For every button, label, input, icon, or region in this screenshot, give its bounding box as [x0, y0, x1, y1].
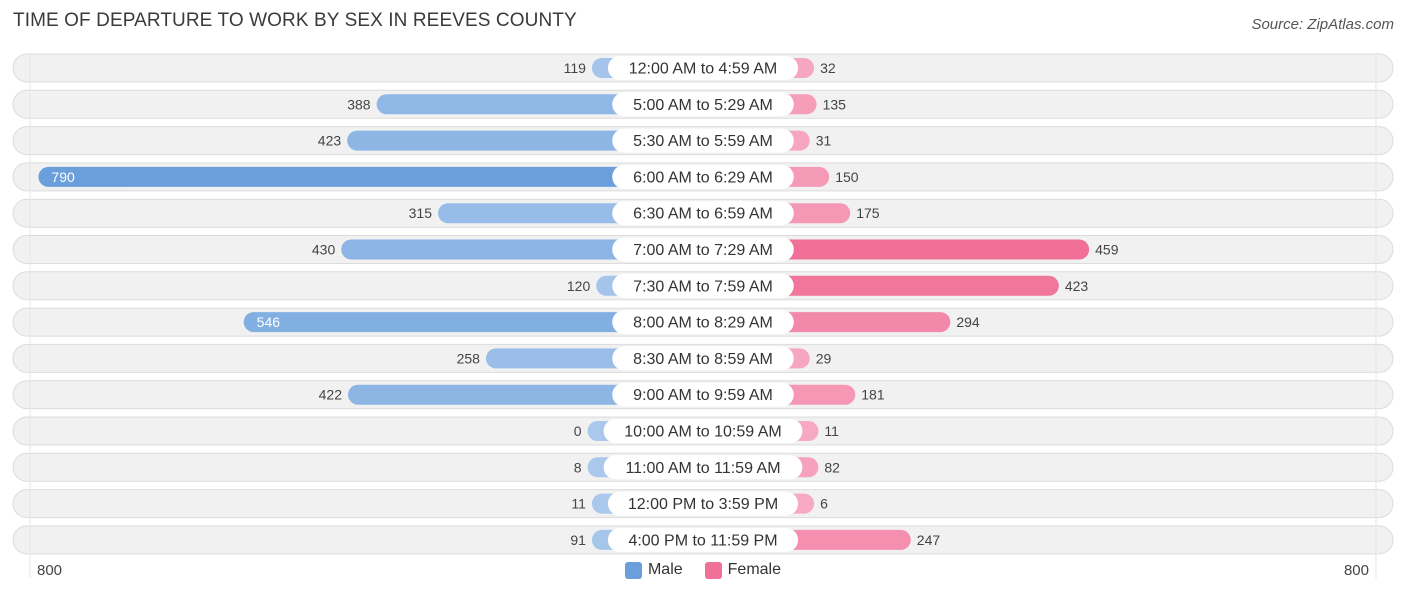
male-bar	[341, 239, 703, 260]
male-value-label: 388	[347, 96, 371, 112]
male-value-label: 315	[409, 205, 433, 221]
category-label-pill	[612, 310, 794, 335]
male-value-label: 8	[574, 459, 582, 475]
source-credit: Source: ZipAtlas.com	[1251, 16, 1394, 33]
category-label-pill	[612, 346, 794, 371]
chart-title: TIME OF DEPARTURE TO WORK BY SEX IN REEV…	[13, 10, 577, 31]
category-label-pill	[603, 419, 803, 443]
male-value-label: 430	[312, 242, 336, 258]
category-label: 4:00 PM to 11:59 PM	[628, 532, 777, 549]
female-bar	[703, 239, 1090, 260]
female-value-label: 459	[1095, 242, 1119, 258]
male-value-label: 423	[318, 133, 342, 149]
legend-swatch-male	[624, 561, 642, 579]
female-value-label: 11	[824, 423, 839, 439]
category-label-pill	[607, 56, 799, 80]
axis-min-label: 800	[37, 562, 63, 579]
category-label-pill	[612, 92, 794, 117]
category-label: 5:30 AM to 5:59 AM	[633, 133, 773, 150]
category-label: 5:00 AM to 5:29 AM	[633, 97, 773, 114]
category-label: 12:00 PM to 3:59 PM	[628, 496, 778, 513]
category-label: 6:30 AM to 6:59 AM	[633, 206, 773, 223]
category-label-pill	[607, 491, 799, 516]
male-value-label: 422	[319, 387, 343, 403]
male-value-label: 11	[571, 496, 586, 512]
category-label-pill	[607, 527, 799, 552]
legend-item-female[interactable]: Female	[704, 561, 782, 579]
category-label: 8:30 AM to 8:59 AM	[633, 351, 773, 368]
legend: Male Female	[0, 561, 1406, 579]
category-label-pill	[612, 128, 794, 153]
female-value-label: 31	[816, 133, 832, 149]
category-label-pill	[612, 273, 794, 298]
category-label: 7:00 AM to 7:29 AM	[633, 242, 773, 259]
legend-label-male: Male	[647, 561, 683, 578]
legend-item-male[interactable]: Male	[624, 561, 683, 579]
legend-swatch-female	[704, 561, 722, 579]
axis-max-label: 800	[1343, 562, 1369, 579]
male-value-label: 119	[564, 60, 587, 76]
category-label-pill	[612, 201, 794, 226]
male-value-label: 546	[257, 314, 281, 330]
female-value-label: 423	[1065, 278, 1089, 294]
male-value-label: 0	[574, 423, 582, 439]
category-label: 10:00 AM to 10:59 AM	[624, 424, 781, 441]
female-value-label: 150	[835, 169, 859, 185]
male-value-label: 120	[567, 278, 591, 294]
female-value-label: 6	[820, 496, 828, 512]
male-value-label: 258	[457, 350, 481, 366]
male-value-label: 790	[51, 169, 75, 185]
category-label-pill	[612, 382, 794, 407]
female-value-label: 135	[823, 96, 847, 112]
male-bar	[38, 166, 704, 187]
category-label: 9:00 AM to 9:59 AM	[633, 387, 773, 404]
category-label: 8:00 AM to 8:29 AM	[633, 315, 773, 332]
female-value-label: 32	[820, 60, 836, 76]
female-value-label: 82	[824, 459, 840, 475]
legend-label-female: Female	[727, 561, 782, 578]
male-value-label: 91	[570, 532, 586, 548]
category-label: 12:00 AM to 4:59 AM	[629, 61, 778, 78]
category-label: 7:30 AM to 7:59 AM	[633, 278, 773, 295]
category-label: 6:00 AM to 6:29 AM	[633, 169, 773, 186]
female-value-label: 294	[956, 314, 980, 330]
female-value-label: 181	[861, 387, 885, 403]
category-label-pill	[612, 164, 794, 189]
male-bar	[243, 312, 704, 333]
category-label-pill	[603, 455, 803, 480]
female-value-label: 247	[917, 532, 941, 548]
category-label-pill	[612, 237, 794, 262]
female-value-label: 175	[856, 205, 880, 221]
category-label: 11:00 AM to 11:59 AM	[625, 460, 780, 477]
female-value-label: 29	[816, 350, 832, 366]
